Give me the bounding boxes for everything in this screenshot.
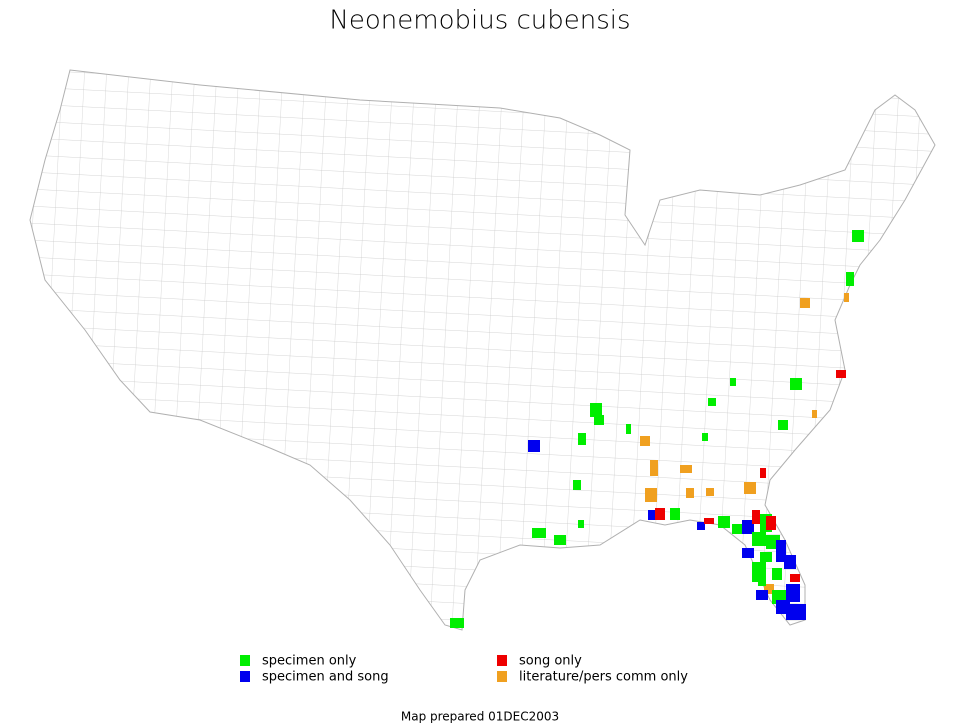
county-record — [650, 460, 658, 476]
county-record — [686, 488, 694, 498]
county-record — [758, 578, 766, 586]
legend-swatch — [497, 671, 507, 682]
county-record — [450, 618, 464, 628]
legend-label: literature/pers comm only — [519, 670, 688, 685]
county-record — [708, 398, 716, 406]
county-record — [752, 510, 760, 524]
county-record — [532, 528, 546, 538]
county-record — [626, 424, 631, 434]
county-record — [752, 562, 766, 582]
county-record — [778, 420, 788, 430]
county-record — [578, 433, 586, 445]
county-record — [704, 518, 714, 524]
county-record — [790, 574, 800, 582]
county-record — [786, 584, 800, 602]
county-record — [645, 488, 657, 502]
county-record — [594, 415, 604, 425]
county-record — [706, 488, 714, 496]
county-record — [756, 590, 768, 600]
county-record — [760, 552, 772, 562]
county-record — [784, 555, 796, 569]
county-record — [772, 568, 782, 580]
county-record — [655, 508, 665, 520]
map-title: Neonemobius cubensis — [329, 6, 630, 36]
county-record — [590, 403, 602, 417]
county-record — [766, 516, 776, 530]
legend-label: specimen and song — [262, 670, 389, 685]
county-record — [680, 465, 692, 473]
county-record — [732, 524, 742, 534]
county-record — [752, 532, 766, 546]
county-record — [702, 433, 708, 441]
county-record — [578, 520, 584, 528]
county-record — [670, 508, 680, 520]
county-record — [760, 468, 766, 478]
map-footer: Map prepared 01DEC2003 — [401, 710, 559, 724]
county-record — [640, 436, 650, 446]
county-record — [718, 516, 730, 528]
county-record — [786, 604, 806, 620]
county-record — [764, 584, 774, 594]
county-record — [742, 520, 754, 534]
legend-label: specimen only — [262, 654, 357, 669]
county-record — [790, 378, 802, 390]
county-record — [744, 482, 756, 494]
county-record — [852, 230, 864, 242]
county-record — [697, 522, 705, 530]
county-record — [846, 272, 854, 286]
county-record — [554, 535, 566, 545]
county-record — [573, 480, 581, 490]
county-record — [648, 510, 656, 520]
county-record — [836, 370, 846, 378]
legend-swatch — [240, 655, 250, 666]
county-record — [742, 548, 754, 558]
us-outline — [29, 69, 936, 631]
county-record — [730, 378, 736, 386]
county-record — [776, 540, 786, 562]
county-record — [812, 410, 817, 418]
county-record — [800, 298, 810, 308]
county-record — [844, 293, 849, 302]
county-records — [450, 230, 864, 628]
legend-swatch — [240, 671, 250, 682]
county-record — [528, 440, 540, 452]
legend-label: song only — [519, 654, 582, 669]
legend-swatch — [497, 655, 507, 666]
